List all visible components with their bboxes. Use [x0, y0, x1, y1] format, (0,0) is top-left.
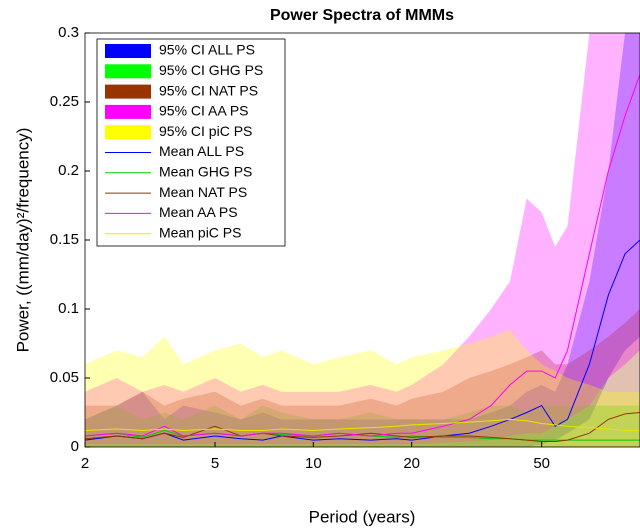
legend-label: Mean NAT PS — [159, 184, 247, 200]
legend-label: Mean ALL PS — [159, 143, 244, 159]
legend-label: 95% CI NAT PS — [159, 82, 258, 98]
legend-label: 95% CI ALL PS — [159, 42, 255, 58]
legend-swatch — [105, 125, 151, 140]
legend-label: Mean AA PS — [159, 204, 238, 220]
y-tick-label: 0.15 — [50, 231, 79, 248]
ci-band — [85, 309, 640, 447]
y-tick-label: 0.25 — [50, 93, 79, 110]
legend-label: 95% CI AA PS — [159, 103, 249, 119]
x-tick-label: 2 — [81, 455, 89, 472]
legend-swatch — [105, 84, 151, 99]
legend-swatch — [105, 64, 151, 79]
legend-label: 95% CI GHG PS — [159, 62, 263, 78]
plot-area — [85, 33, 640, 447]
y-tick-label: 0.2 — [58, 162, 79, 179]
mean-line — [85, 239, 640, 441]
x-tick-label: 5 — [211, 455, 219, 472]
ci-band — [85, 33, 640, 445]
x-tick-label: 20 — [403, 455, 420, 472]
legend: 95% CI ALL PS 95% CI GHG PS 95% CI NAT PS 9… — [96, 38, 286, 247]
legend-label: 95% CI piC PS — [159, 123, 252, 139]
mean-line — [85, 418, 640, 431]
axes: 2 5 10 20 50 0 0.05 0.1 0.15 0.2 0.25 0.3 — [50, 24, 550, 472]
x-tick-label: 10 — [305, 455, 322, 472]
y-tick-label: 0.05 — [50, 369, 79, 386]
ci-band — [85, 33, 640, 447]
legend-swatch — [105, 44, 151, 58]
mean-line — [85, 74, 640, 437]
y-tick-label: 0 — [71, 438, 79, 455]
x-tick-label: 50 — [533, 455, 550, 472]
legend-label: Mean piC PS — [159, 224, 241, 240]
y-tick-label: 0.1 — [58, 300, 79, 317]
legend-label: Mean GHG PS — [159, 164, 252, 180]
chart-title: Power Spectra of MMMs — [270, 7, 454, 24]
ci-band — [85, 329, 640, 447]
x-axis-label: Period (years) — [309, 507, 416, 526]
legend-swatch — [105, 104, 151, 119]
y-tick-label: 0.3 — [58, 24, 79, 41]
y-axis-label: Power, ((mm/day)²/frequency) — [13, 128, 32, 353]
